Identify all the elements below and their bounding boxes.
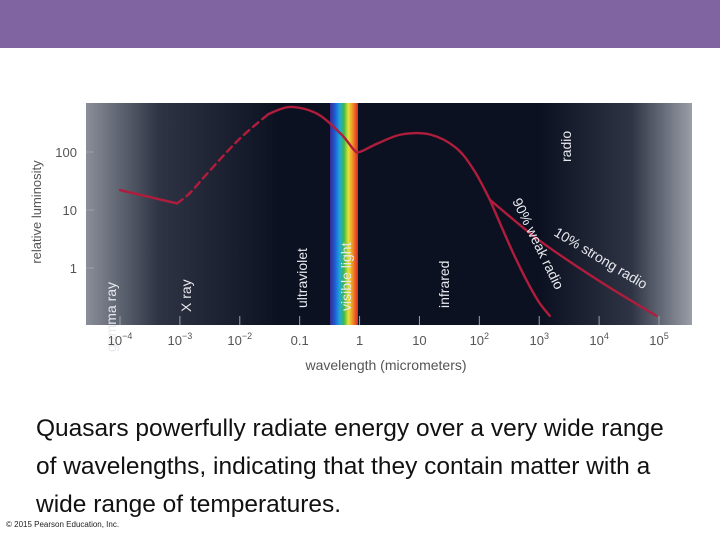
spectrum-line-5	[488, 198, 658, 317]
band-label-radio: radio	[558, 131, 574, 162]
x-tick-label: 104	[589, 331, 608, 348]
band-label-gamma-ray: gamma ray	[103, 282, 119, 352]
x-tick-label: 102	[470, 331, 489, 348]
quasar-spectrum-figure: relative luminosity 1 10 100 gamma ray X r…	[0, 90, 720, 390]
y-tick-label: 10	[63, 203, 77, 218]
band-labels: gamma ray X ray ultraviolet visible ligh…	[103, 131, 574, 352]
header-bar	[0, 0, 720, 48]
x-tick-label: 10−2	[227, 331, 252, 348]
y-tick-label: 100	[55, 145, 77, 160]
x-tick-label: 10	[412, 333, 426, 348]
x-axis-label: wavelength (micrometers)	[304, 357, 466, 373]
slide-caption: Quasars powerfully radiate energy over a…	[36, 415, 664, 518]
y-ticks: 1 10 100	[55, 145, 94, 276]
spectrum-line-1	[118, 188, 179, 205]
spectrum-series	[118, 105, 658, 317]
spectrum-chart: relative luminosity 1 10 100 gamma ray X r…	[29, 103, 692, 373]
spectrum-line-4	[488, 198, 551, 317]
x-tick-label: 103	[529, 331, 548, 348]
x-ticks: 10−4 10−3 10−2 0.1 1 10 102 103 104 105	[108, 316, 669, 348]
x-tick-label: 105	[649, 331, 668, 348]
x-tick-label: 10−4	[108, 331, 133, 348]
x-tick-label: 10−3	[168, 331, 193, 348]
y-axis-label: relative luminosity	[29, 160, 44, 264]
y-axis: relative luminosity 1 10 100	[29, 145, 94, 276]
spectrum-line-2	[175, 112, 270, 205]
plot-background	[86, 103, 692, 325]
band-label-x-ray: X ray	[178, 279, 194, 312]
band-label-ultraviolet: ultraviolet	[294, 248, 310, 308]
band-label-infrared: infrared	[436, 261, 452, 308]
visible-light-band	[330, 103, 358, 325]
x-tick-label: 0.1	[291, 333, 309, 348]
band-label-visible-light: visible light	[338, 242, 354, 311]
spectrum-line-3	[267, 105, 492, 201]
x-axis: 10−4 10−3 10−2 0.1 1 10 102 103 104 105 wavelengt…	[108, 316, 669, 373]
copyright-notice: © 2015 Pearson Education, Inc.	[6, 520, 120, 529]
y-tick-label: 1	[70, 261, 77, 276]
x-tick-label: 1	[356, 333, 363, 348]
